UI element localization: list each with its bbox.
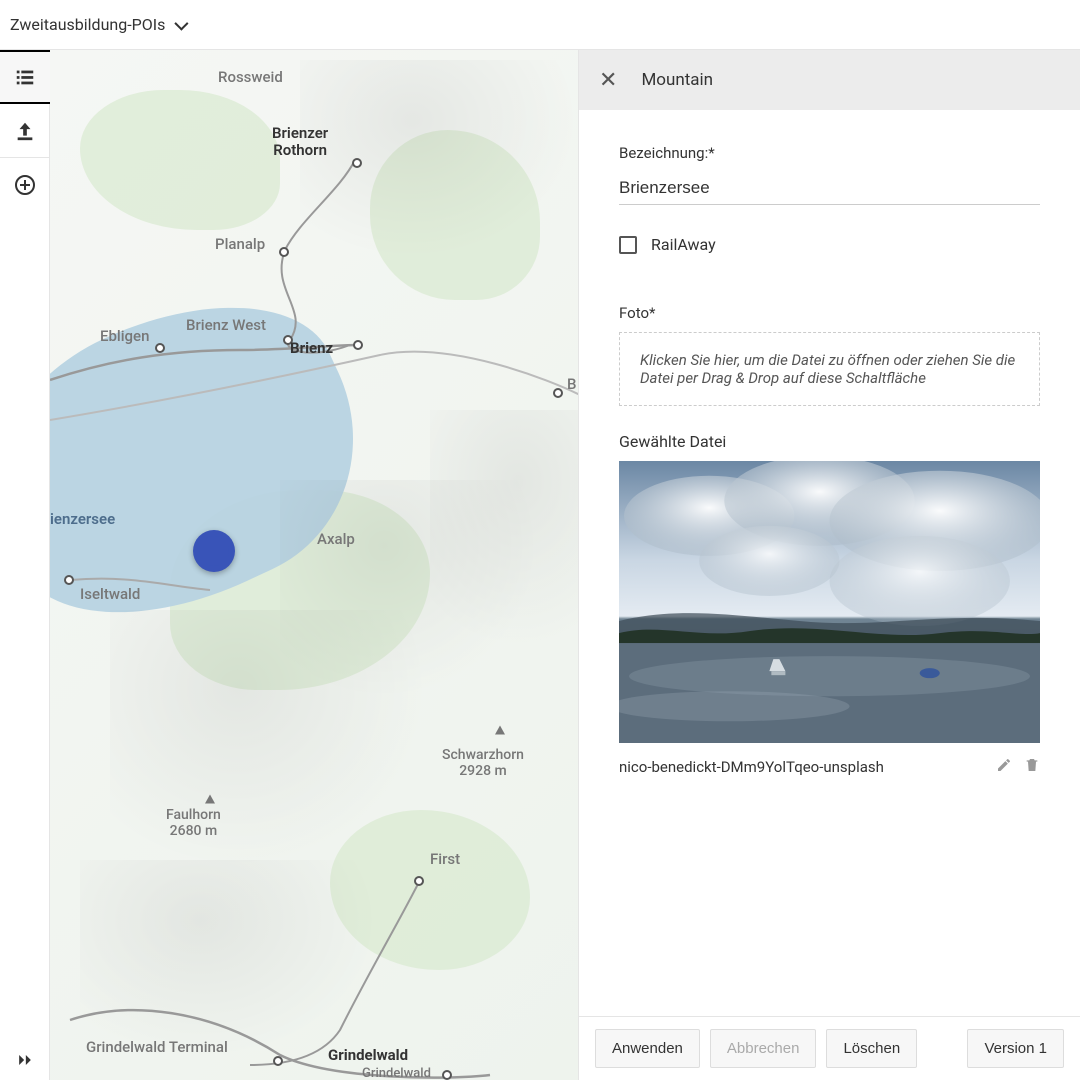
map-station-dot [155, 343, 165, 353]
layer-dropdown[interactable]: Zweitausbildung-POIs [10, 15, 185, 34]
layer-title: Zweitausbildung-POIs [10, 15, 165, 34]
cancel-button[interactable]: Abbrechen [710, 1029, 817, 1068]
bezeichnung-label: Bezeichnung:* [619, 144, 1040, 162]
selected-file-label: Gewählte Datei [619, 432, 1040, 451]
foto-label: Foto* [619, 304, 1040, 322]
close-icon[interactable]: ✕ [599, 68, 617, 93]
map-label: Grindelwald [362, 1066, 431, 1080]
edit-file-icon[interactable] [996, 757, 1012, 777]
chevron-down-icon [175, 16, 189, 30]
map-label: BrienzerRothorn [272, 125, 328, 158]
map-shade [430, 410, 578, 650]
add-tool-button[interactable] [0, 158, 50, 212]
map-station-dot [414, 876, 424, 886]
railaway-label: RailAway [651, 235, 716, 254]
side-panel: ✕ Mountain Bezeichnung:* RailAway Foto* … [578, 50, 1080, 1080]
map-shade [300, 60, 578, 260]
map-station-dot [279, 247, 289, 257]
expand-icon [15, 1050, 35, 1070]
panel-header: ✕ Mountain [579, 50, 1080, 110]
map-label: Brienz West [186, 316, 266, 334]
upload-tool-button[interactable] [0, 104, 50, 158]
map-station-dot [273, 1056, 283, 1066]
peak-icon [205, 795, 215, 804]
file-actions [996, 757, 1040, 777]
peak-icon [495, 726, 505, 735]
panel-body: Bezeichnung:* RailAway Foto* Klicken Sie… [579, 110, 1080, 1016]
map-shade [110, 610, 430, 870]
panel-title: Mountain [641, 70, 713, 90]
map-label: ienzersee [50, 510, 115, 528]
map-label: Grindelwald [328, 1046, 408, 1064]
file-row: nico-benedickt-DMm9YolTqeo-unsplash [619, 757, 1040, 777]
list-tool-button[interactable] [0, 50, 50, 104]
plus-circle-icon [13, 173, 37, 197]
foto-dropzone[interactable]: Klicken Sie hier, um die Datei zu öffnen… [619, 332, 1040, 406]
panel-footer: Anwenden Abbrechen Löschen Version 1 [579, 1016, 1080, 1080]
map-station-dot [64, 575, 74, 585]
map-label: Ebligen [100, 327, 149, 345]
bezeichnung-input[interactable] [619, 172, 1040, 205]
map-label: Faulhorn2680 m [166, 807, 221, 839]
photo-preview-svg [619, 461, 1040, 743]
map-label: Grindelwald Terminal [86, 1038, 228, 1056]
map-label: B [567, 375, 576, 393]
map-label: Schwarzhorn2928 m [442, 747, 524, 779]
map-shade [80, 860, 380, 1060]
map-label: Iseltwald [80, 585, 140, 603]
photo-preview [619, 461, 1040, 743]
map-forest [80, 90, 280, 230]
map-pin[interactable] [193, 530, 235, 572]
delete-button[interactable]: Löschen [826, 1029, 917, 1068]
map-station-dot [442, 1070, 452, 1080]
delete-file-icon[interactable] [1024, 757, 1040, 777]
map-pane[interactable]: Rossweid BrienzerRothorn Planalp Brienz … [50, 50, 578, 1080]
list-icon [14, 66, 36, 88]
upload-icon [14, 120, 36, 142]
toolrail [0, 50, 50, 1080]
apply-button[interactable]: Anwenden [595, 1029, 700, 1068]
map-station-dot [553, 388, 563, 398]
map-label: Brienz [290, 339, 333, 357]
dropzone-text: Klicken Sie hier, um die Datei zu öffnen… [640, 351, 1015, 387]
railaway-checkbox-row[interactable]: RailAway [619, 235, 1040, 254]
map-label: Rossweid [218, 68, 283, 86]
map-station-dot [353, 340, 363, 350]
map-label: First [430, 850, 460, 868]
expand-rail-button[interactable] [0, 1040, 50, 1080]
map-label: Axalp [317, 530, 355, 548]
version-button[interactable]: Version 1 [967, 1029, 1064, 1068]
map-station-dot [352, 158, 362, 168]
file-name: nico-benedickt-DMm9YolTqeo-unsplash [619, 758, 884, 776]
main: Rossweid BrienzerRothorn Planalp Brienz … [0, 50, 1080, 1080]
map-label: Planalp [215, 235, 265, 253]
railaway-checkbox[interactable] [619, 236, 637, 254]
topbar: Zweitausbildung-POIs [0, 0, 1080, 50]
